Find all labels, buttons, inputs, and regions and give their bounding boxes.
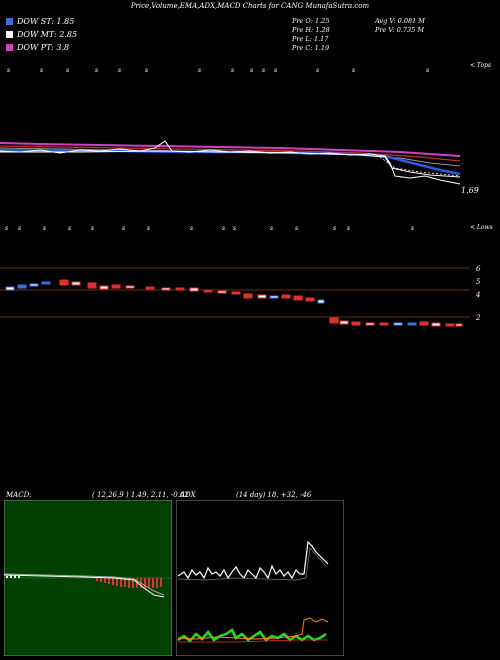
macd-chart: [4, 500, 172, 656]
pre-volume: Pre V: 0.735 M: [375, 26, 425, 34]
lows-label: < Lows: [470, 224, 493, 231]
svg-text:s: s: [250, 67, 253, 74]
price-chart: s s s s s s s s s s s s s s s s s s s s s s s s s s s s s 6…: [0, 67, 481, 327]
svg-text:s: s: [43, 225, 46, 232]
legend-dow-mt: DOW MT: 2.85: [6, 30, 77, 39]
svg-text:s: s: [270, 225, 273, 232]
svg-text:s: s: [122, 225, 125, 232]
svg-text:s: s: [18, 225, 21, 232]
signal-line: [4, 573, 165, 596]
ema-blue-line: [0, 148, 461, 176]
svg-text:s: s: [91, 225, 94, 232]
svg-text:s: s: [7, 67, 10, 74]
svg-text:s: s: [231, 67, 234, 74]
pre-close: Pre C: 1.19: [292, 44, 330, 52]
legend-dow-st: DOW ST: 1.85: [6, 17, 74, 26]
svg-text:s: s: [233, 225, 236, 232]
svg-text:s: s: [147, 225, 150, 232]
sr-tick-6: 6: [476, 265, 481, 273]
price-line: [0, 140, 461, 185]
pre-high: Pre H: 1.28: [292, 26, 330, 34]
adx-chart: [176, 500, 344, 656]
macd-histogram-white: [6, 575, 20, 578]
svg-text:s: s: [95, 67, 98, 74]
svg-text:s: s: [262, 67, 265, 74]
avg-volume: Avg V: 0.081 M: [375, 17, 425, 25]
ema-red-line: [0, 145, 461, 162]
svg-text:s: s: [198, 67, 201, 74]
svg-text:s: s: [426, 67, 429, 74]
legend-dow-pt: DOW PT: 3.8: [6, 43, 69, 52]
svg-text:s: s: [190, 225, 193, 232]
svg-text:s: s: [40, 67, 43, 74]
svg-text:s: s: [411, 225, 414, 232]
legend-swatch-blue: [6, 18, 13, 25]
svg-text:s: s: [5, 225, 8, 232]
minus-di-baseline: [178, 639, 328, 643]
candles: [5, 279, 463, 327]
ema-magenta-line: [0, 142, 461, 157]
macd-line: [4, 574, 165, 598]
svg-text:s: s: [347, 225, 350, 232]
svg-text:s: s: [145, 67, 148, 74]
tops-label: < Tops: [470, 62, 492, 69]
svg-text:s: s: [274, 67, 277, 74]
sr-tick-4: 4: [475, 291, 480, 299]
svg-text:s: s: [316, 67, 319, 74]
price-line-dotted: [379, 156, 461, 177]
sr-tick-5: 5: [476, 278, 481, 286]
macd-params: ( 12,26,9 ) 1.49, 2.11, -0.62: [92, 491, 189, 499]
legend-swatch-white: [6, 31, 13, 38]
minus-di-line: [177, 617, 329, 640]
svg-text:s: s: [66, 67, 69, 74]
svg-text:s: s: [118, 67, 121, 74]
last-price-label: 1.69: [461, 186, 479, 195]
chart-header: Price,Volume,EMA,ADX,MACD Charts for CAN…: [130, 2, 370, 10]
svg-text:s: s: [295, 225, 298, 232]
pre-open: Pre O: 1.25: [292, 17, 330, 25]
adx-line: [177, 540, 329, 580]
svg-text:s: s: [333, 225, 336, 232]
adx-title: ADX: [180, 491, 196, 499]
adx-params: (14 day) 18, +32, -46: [236, 491, 312, 499]
legend-swatch-magenta: [6, 44, 13, 51]
pre-low: Pre L: 1.17: [292, 35, 329, 43]
svg-text:s: s: [222, 225, 225, 232]
svg-text:s: s: [352, 67, 355, 74]
macd-title: MACD:: [6, 491, 32, 499]
adx-line-shadow: [177, 547, 327, 581]
sr-tick-2: 2: [475, 314, 481, 322]
svg-text:s: s: [68, 225, 71, 232]
